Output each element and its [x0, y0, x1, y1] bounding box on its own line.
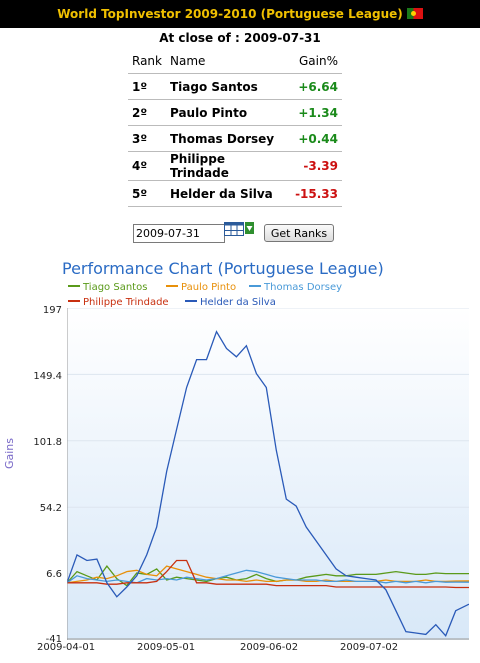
- rank-cell: 4º: [128, 151, 166, 181]
- plot-background: [67, 308, 469, 640]
- header-title: World TopInvestor 2009-2010 (Portuguese …: [57, 7, 403, 21]
- ranking-row: 5º Helder da Silva -15.33: [128, 180, 342, 207]
- calendar-icon[interactable]: [224, 221, 254, 237]
- legend-item: Paulo Pinto: [166, 282, 236, 293]
- ranking-row: 1º Tiago Santos +6.64: [128, 73, 342, 100]
- name-cell: Tiago Santos: [165, 73, 292, 100]
- name-cell: Helder da Silva: [165, 180, 292, 207]
- ranking-row: 3º Thomas Dorsey +0.44: [128, 125, 342, 152]
- x-tick-label: 2009-06-02: [240, 642, 299, 653]
- y-tick-label: 54.2: [39, 503, 62, 514]
- legend-label: Paulo Pinto: [181, 282, 237, 293]
- get-ranks-button[interactable]: Get Ranks: [264, 224, 334, 242]
- name-cell: Thomas Dorsey: [165, 125, 292, 152]
- gain-cell: +1.34: [291, 99, 342, 126]
- ranking-row: 4º Philippe Trindade -3.39: [128, 151, 342, 181]
- legend-label: Tiago Santos: [83, 282, 148, 293]
- y-tick-label: 101.8: [33, 437, 62, 448]
- legend-swatch: [68, 300, 80, 302]
- rank-cell: 5º: [128, 180, 166, 207]
- series-line-4: [67, 330, 469, 638]
- y-tick-label: 197: [42, 305, 62, 316]
- x-tick-label: 2009-07-02: [340, 642, 399, 653]
- portugal-flag-icon: [406, 8, 423, 19]
- chart-title: Performance Chart (Portuguese League): [62, 259, 384, 278]
- ranking-table: Rank Name Gain% 1º Tiago Santos +6.64 2º…: [128, 48, 342, 207]
- x-tick-label: 2009-05-01: [137, 642, 196, 653]
- col-name: Name: [165, 48, 292, 74]
- series-line-0: [67, 565, 469, 587]
- ranking-row: 2º Paulo Pinto +1.34: [128, 99, 342, 126]
- gain-cell: +0.44: [291, 125, 342, 152]
- legend-label: Philippe Trindade: [83, 297, 169, 308]
- legend-label: Thomas Dorsey: [264, 282, 343, 293]
- series-lines: [67, 330, 469, 638]
- col-rank: Rank: [128, 48, 166, 74]
- col-gain: Gain%: [291, 48, 342, 74]
- rank-cell: 2º: [128, 99, 166, 126]
- gain-cell: -3.39: [291, 151, 342, 181]
- series-line-3: [67, 559, 469, 589]
- y-tick-label: 6.6: [46, 569, 62, 580]
- close-date-line: At close of : 2009-07-31: [159, 31, 321, 45]
- legend-swatch: [249, 285, 261, 287]
- grid-lines: [67, 308, 469, 640]
- gain-cell: -15.33: [291, 180, 342, 207]
- header-bar: World TopInvestor 2009-2010 (Portuguese …: [0, 0, 480, 28]
- rank-cell: 3º: [128, 125, 166, 152]
- legend-swatch: [166, 285, 178, 287]
- name-cell: Philippe Trindade: [165, 151, 292, 181]
- date-input[interactable]: [133, 224, 225, 243]
- x-tick-label: 2009-04-01: [37, 642, 96, 653]
- legend-item: Philippe Trindade: [68, 297, 169, 308]
- ranking-header-row: Rank Name Gain%: [128, 48, 342, 74]
- legend-label: Helder da Silva: [200, 297, 276, 308]
- legend-item: Thomas Dorsey: [249, 282, 342, 293]
- legend-swatch: [185, 300, 197, 302]
- y-tick-label: -41: [45, 634, 62, 645]
- y-axis-label: Gains: [3, 437, 17, 470]
- legend-item: Helder da Silva: [185, 297, 276, 308]
- legend-swatch: [68, 285, 80, 287]
- performance-chart: [67, 308, 469, 640]
- rank-cell: 1º: [128, 73, 166, 100]
- name-cell: Paulo Pinto: [165, 99, 292, 126]
- y-tick-label: 149.4: [33, 371, 62, 382]
- gain-cell: +6.64: [291, 73, 342, 100]
- legend-item: Tiago Santos: [68, 282, 147, 293]
